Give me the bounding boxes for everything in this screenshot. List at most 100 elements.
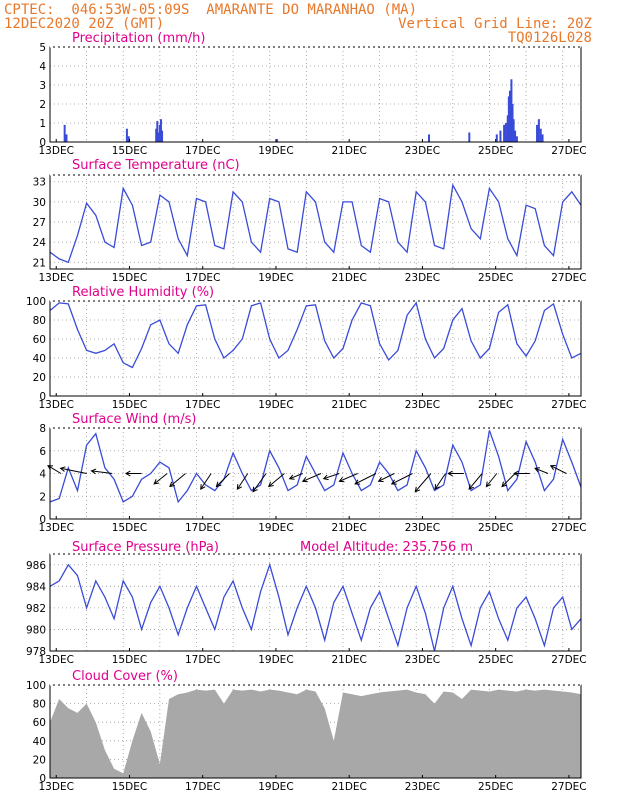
x-tick-label: 23DEC [405, 654, 440, 666]
wind-arrow-head [338, 477, 345, 483]
precip-bar [157, 132, 160, 142]
wind-arrow [216, 473, 230, 487]
x-tick-label: 13DEC [39, 145, 74, 157]
precip-bar [159, 119, 162, 142]
wind-arrow [252, 473, 267, 492]
panel-0: Precipitation (mm/h) 0 1 2 3 4 5 13DEC 15DEC 17DE… [39, 31, 587, 157]
x-tick-label: 21DEC [331, 654, 366, 666]
wind-arrow-head [153, 479, 160, 485]
x-tick-label: 23DEC [405, 399, 440, 411]
y-tick-label: 30 [33, 197, 46, 209]
panel-3: Surface Wind (m/s) 0 2 4 6 8 13DEC 15DEC 17DEC 19… [39, 412, 587, 534]
x-tick-label: 21DEC [331, 272, 366, 284]
x-tick-label: 19DEC [258, 522, 293, 534]
wind-arrow-head [485, 481, 492, 488]
x-tick-label: 15DEC [112, 781, 147, 793]
wind-arrow [268, 473, 285, 487]
wind-arrow-head [468, 484, 474, 490]
x-tick-label: 13DEC [39, 781, 74, 793]
wind-arrow [378, 473, 395, 482]
x-tick-label: 19DEC [258, 399, 293, 411]
precip-bar [161, 130, 164, 142]
panel-2: Relative Humidity (%) 0 20 40 60 80 100 13DEC 15… [26, 285, 587, 411]
precip-bar [510, 79, 513, 142]
x-tick-label: 21DEC [331, 399, 366, 411]
wind-arrow-head [377, 476, 384, 482]
x-tick-label: 27DEC [551, 781, 586, 793]
y-tick-label: 0 [39, 137, 46, 149]
x-tick-label: 17DEC [185, 272, 220, 284]
x-tick-label: 23DEC [405, 781, 440, 793]
wind-arrow-head [354, 479, 361, 485]
wind-arrow-head [390, 479, 397, 485]
precip-bar [65, 134, 68, 142]
x-tick-label: 21DEC [331, 145, 366, 157]
y-tick-label: 4 [39, 61, 46, 73]
panel-title: Surface Temperature (nC) [72, 158, 240, 173]
x-tick-label: 15DEC [112, 272, 147, 284]
x-tick-label: 23DEC [405, 272, 440, 284]
y-tick-label: 8 [39, 423, 46, 435]
y-tick-label: 0 [39, 514, 46, 526]
wind-arrow [434, 473, 446, 490]
panel-title: Cloud Cover (%) [72, 669, 178, 684]
y-tick-label: 2 [39, 99, 46, 111]
precip-bar [536, 124, 539, 142]
y-tick-label: 100 [26, 296, 46, 308]
y-tick-label: 2 [39, 491, 46, 503]
x-tick-label: 21DEC [331, 781, 366, 793]
wind-arrow [200, 473, 212, 490]
precip-bar [508, 90, 511, 142]
y-tick-label: 0 [39, 773, 46, 785]
precip-bar [276, 139, 279, 142]
y-tick-label: 6 [39, 446, 46, 458]
y-tick-label: 24 [33, 237, 47, 249]
y-tick-label: 20 [33, 754, 46, 766]
wind-arrow-head [236, 484, 243, 490]
header-station-line: CPTEC: 046:53W-05:09S AMARANTE DO MARANH… [4, 2, 418, 18]
y-tick-label: 3 [39, 80, 46, 92]
panel-frame [49, 174, 582, 270]
panel-frame [49, 46, 582, 143]
wind-arrow-head [90, 468, 97, 475]
y-tick-label: 1 [39, 118, 46, 130]
wind-arrow [485, 473, 498, 487]
x-tick-label: 27DEC [551, 522, 586, 534]
x-tick-label: 17DEC [185, 522, 220, 534]
precip-bar [155, 128, 158, 142]
wind-arrow-head [301, 477, 308, 483]
x-tick-label: 19DEC [258, 272, 293, 284]
wind-arrow [339, 473, 358, 482]
y-tick-label: 60 [33, 334, 46, 346]
x-tick-label: 17DEC [185, 654, 220, 666]
precip-bar [495, 134, 498, 142]
x-tick-label: 19DEC [258, 654, 293, 666]
precip-bar [539, 128, 542, 142]
y-tick-label: 5 [39, 42, 46, 54]
x-tick-label: 15DEC [112, 399, 147, 411]
y-tick-label: 0 [39, 391, 46, 403]
y-tick-label: 986 [26, 560, 46, 572]
precip-bar [504, 123, 507, 142]
header-date-line: 12DEC2020 20Z (GMT) [4, 16, 165, 32]
x-tick-label: 27DEC [551, 145, 586, 157]
wind-arrow-head [252, 486, 258, 493]
series-line [49, 301, 582, 369]
wind-arrow [153, 473, 168, 485]
x-tick-label: 27DEC [551, 399, 586, 411]
precip-bar [506, 115, 509, 142]
wind-arrow-head [267, 481, 274, 488]
y-tick-label: 80 [33, 315, 46, 327]
x-tick-label: 15DEC [112, 145, 147, 157]
x-tick-label: 15DEC [112, 522, 147, 534]
wind-arrow [60, 467, 87, 474]
panel-4: Surface Pressure (hPa) Model Altitude: 23… [26, 540, 587, 666]
precip-bar [428, 134, 431, 142]
x-tick-label: 13DEC [39, 399, 74, 411]
wind-arrow [534, 467, 549, 474]
precip-bar [63, 124, 66, 142]
wind-arrow-head [59, 466, 66, 472]
panel-5: Cloud Cover (%) 0 20 40 60 80 100 13DEC 15DEC 17D… [26, 669, 587, 793]
series-line [49, 183, 582, 264]
x-tick-label: 13DEC [39, 272, 74, 284]
